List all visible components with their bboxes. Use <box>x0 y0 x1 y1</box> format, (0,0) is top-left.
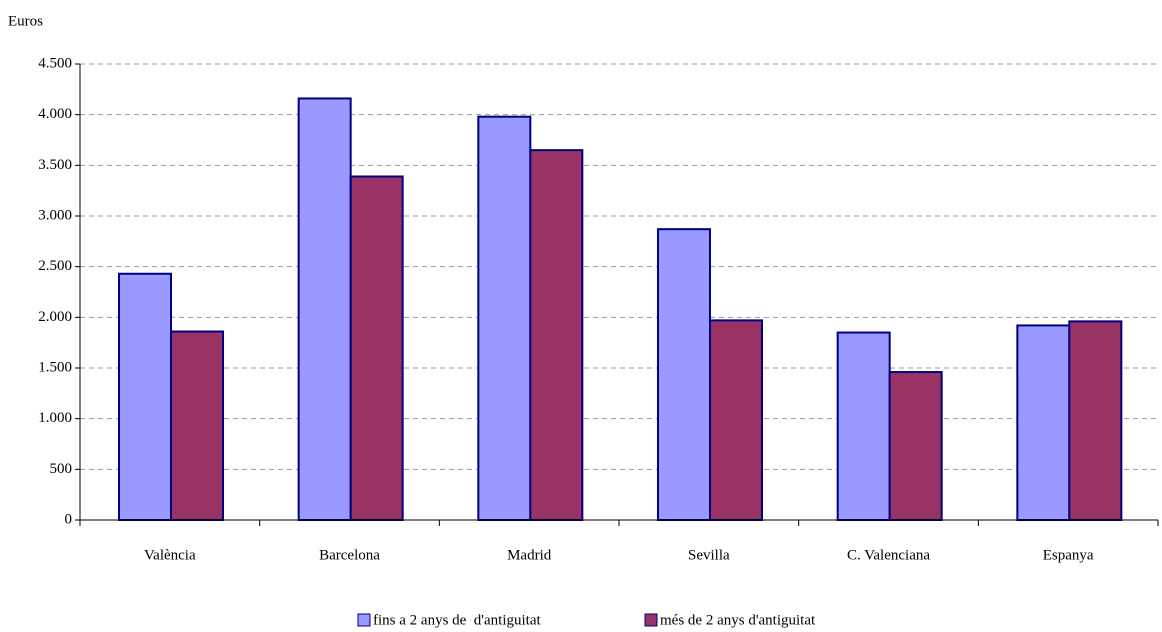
bar <box>1068 320 1123 521</box>
bar <box>529 149 584 521</box>
y-tick-label: 3.500 <box>38 157 72 173</box>
legend-label: més de 2 anys d'antiguitat <box>660 612 816 628</box>
bar <box>297 97 352 521</box>
y-tick-label: 1.500 <box>38 359 72 375</box>
legend-swatch <box>357 613 371 627</box>
bar <box>888 371 943 522</box>
bar <box>477 115 532 522</box>
bar <box>836 331 891 521</box>
y-axis-label: Euros <box>8 13 43 29</box>
x-tick-label: C. Valenciana <box>847 547 930 563</box>
legend-label: fins a 2 anys de d'antiguitat <box>373 612 541 628</box>
x-tick-label: València <box>144 547 196 563</box>
y-tick-label: 4.500 <box>38 55 72 71</box>
bar <box>709 319 763 521</box>
x-tick-label: Espanya <box>1043 547 1094 563</box>
y-tick-label: 3.000 <box>38 207 72 223</box>
y-tick-label: 2.500 <box>38 258 72 274</box>
bar <box>349 175 404 521</box>
bar <box>1016 324 1071 521</box>
x-tick-label: Madrid <box>507 547 552 563</box>
x-tick-label: Sevilla <box>688 547 730 563</box>
legend-swatch <box>644 613 658 627</box>
bar <box>657 228 711 521</box>
y-tick-label: 0 <box>65 511 73 527</box>
bar <box>170 330 224 521</box>
y-tick-label: 4.000 <box>38 106 72 122</box>
bar <box>118 272 172 522</box>
y-tick-label: 2.000 <box>38 309 72 325</box>
y-tick-label: 500 <box>50 461 73 477</box>
x-tick-label: Barcelona <box>319 547 380 563</box>
y-tick-label: 1.000 <box>38 410 72 426</box>
